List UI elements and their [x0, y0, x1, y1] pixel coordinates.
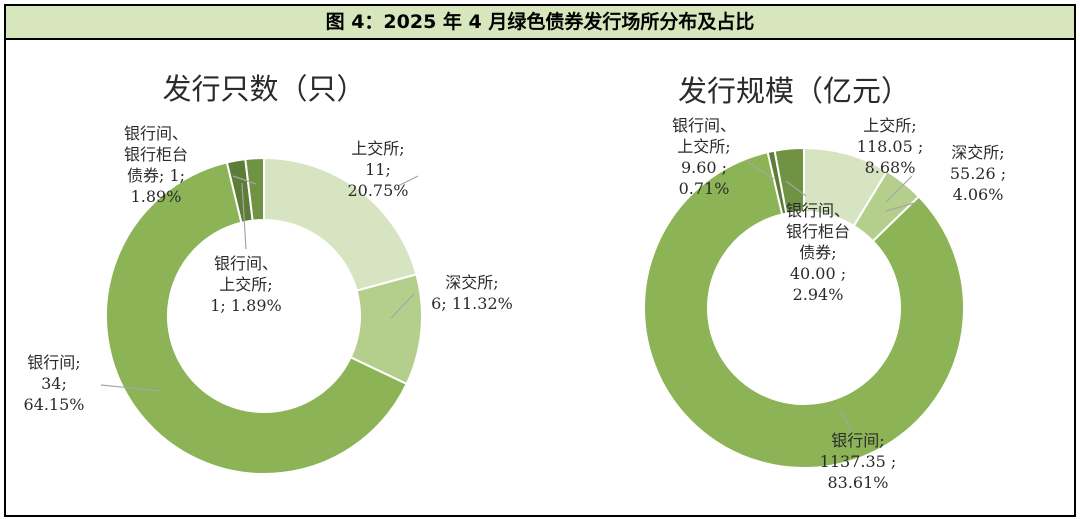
data-label-line: 118.05 ;	[857, 137, 923, 156]
data-label-line: 银行间、	[786, 201, 850, 220]
data-label: 银行间; 1137.35 ; 83.61%	[820, 431, 897, 492]
data-label-line: 8.68%	[865, 158, 916, 177]
data-label-line: 6; 11.32%	[431, 294, 513, 313]
data-label-line: 0.71%	[679, 179, 730, 198]
data-label: 银行间、银行柜台债券; 40.00 ; 2.94%	[786, 201, 850, 304]
charts-canvas: 发行只数（只） 上交所; 11; 20.75% 深交所; 6; 11.32% 银行间; 34…	[23, 72, 1006, 492]
data-label-line: 债券;	[799, 243, 836, 262]
data-label-line: 2.94%	[793, 285, 844, 304]
data-label: 深交所; 6; 11.32%	[431, 273, 513, 313]
data-label-line: 深交所;	[951, 143, 1004, 162]
data-label: 上交所; 11; 20.75%	[347, 139, 408, 200]
leader-line	[785, 180, 807, 197]
data-label: 银行间、上交所; 9.60 ; 0.71%	[672, 116, 736, 198]
leader-line	[390, 293, 415, 319]
figure-frame: 图 4：2025 年 4 月绿色债券发行场所分布及占比 发行只数（只） 上交所;…	[4, 4, 1076, 517]
data-label: 上交所; 118.05 ; 8.68%	[857, 116, 923, 177]
data-label-line: 83.61%	[827, 473, 888, 492]
data-label-line: 1.89%	[131, 187, 182, 206]
data-label: 银行间、上交所; 1; 1.89%	[210, 254, 281, 315]
slice-3	[105, 161, 408, 475]
data-label-line: 银行柜台	[124, 145, 188, 164]
data-label-line: 银行间、	[672, 116, 736, 135]
data-label: 深交所; 55.26 ; 4.06%	[950, 143, 1006, 204]
leader-line	[232, 175, 257, 185]
chart-title: 发行只数（只）	[162, 72, 365, 106]
data-label-line: 银行柜台	[786, 222, 850, 241]
data-label: 银行间; 34; 64.15%	[23, 353, 84, 414]
data-label-line: 34;	[41, 374, 67, 393]
chart-issuance-count: 发行只数（只） 上交所; 11; 20.75% 深交所; 6; 11.32% 银行间; 34…	[23, 72, 513, 475]
data-label-line: 20.75%	[347, 181, 408, 200]
data-label-line: 深交所;	[445, 273, 498, 292]
data-label-line: 银行间;	[27, 353, 80, 372]
data-label-line: 上交所;	[351, 139, 404, 158]
data-label-line: 银行间;	[831, 431, 884, 450]
slice-5	[773, 146, 805, 215]
data-label-line: 1137.35 ;	[820, 452, 897, 471]
leader-line	[397, 175, 419, 187]
slice-1	[263, 156, 418, 292]
leader-line	[241, 182, 247, 250]
chart-title: 发行规模（亿元）	[678, 74, 910, 108]
data-label-line: 银行间、	[124, 124, 188, 143]
data-label-line: 9.60 ;	[681, 158, 727, 177]
data-label-line: 64.15%	[23, 395, 84, 414]
data-label-line: 1; 1.89%	[210, 296, 281, 315]
data-label-line: 55.26 ;	[950, 164, 1006, 183]
data-label-line: 上交所;	[677, 137, 730, 156]
leader-line	[885, 175, 913, 203]
data-label: 银行间、银行柜台债券; 1; 1.89%	[124, 124, 188, 206]
leader-line	[840, 410, 852, 432]
data-label-line: 4.06%	[953, 185, 1004, 204]
leader-line	[885, 201, 919, 212]
data-label-line: 债券; 1;	[127, 166, 185, 185]
figure-title: 图 4：2025 年 4 月绿色债券发行场所分布及占比	[6, 6, 1074, 40]
slice-5	[244, 156, 265, 222]
data-label-line: 上交所;	[863, 116, 916, 135]
leader-line	[100, 384, 162, 392]
data-label-line: 40.00 ;	[790, 264, 846, 283]
chart-issuance-amount: 发行规模（亿元） 上交所; 118.05 ; 8.68% 深交所; 55.26 ; 4.0…	[643, 74, 1006, 492]
data-label-line: 上交所;	[219, 275, 272, 294]
data-label-line: 11;	[365, 160, 391, 179]
slice-3	[643, 150, 965, 469]
data-label-line: 银行间、	[214, 254, 278, 273]
leader-line	[745, 160, 775, 180]
